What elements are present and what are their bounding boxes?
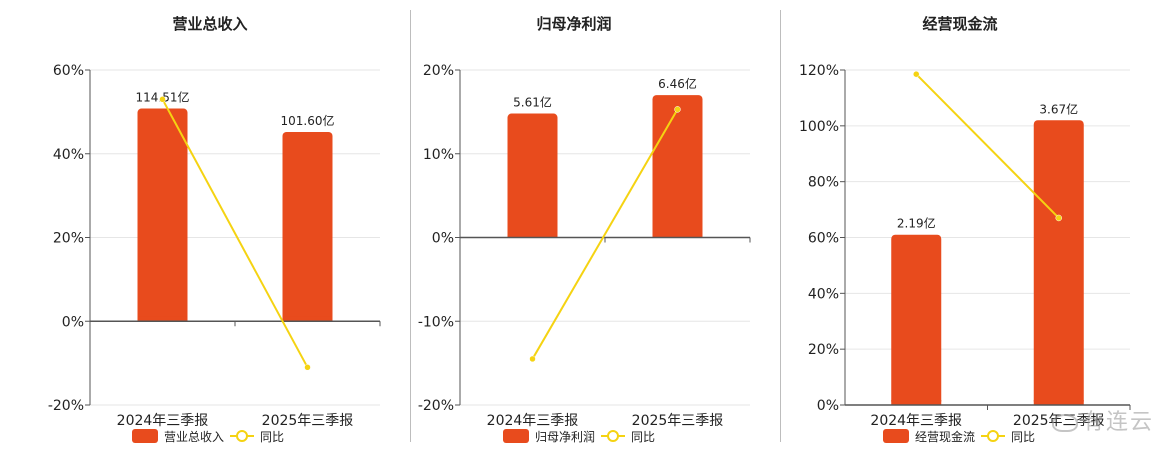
line-point	[913, 70, 920, 78]
panel-divider-1	[410, 10, 411, 442]
legend-line-marker	[607, 430, 619, 442]
legend-bar-swatch	[503, 429, 529, 443]
x-tick-label: 2024年三季报	[487, 413, 579, 429]
y-tick-label: 100%	[799, 119, 839, 135]
watermark-text: 有连云	[1081, 410, 1154, 435]
legend-line-marker	[987, 430, 999, 442]
watermark: 有连云	[1051, 404, 1154, 436]
bar-base	[891, 400, 942, 405]
legend-label: 同比	[260, 430, 284, 444]
line-series	[915, 73, 1060, 219]
watermark-logo-icon	[1051, 414, 1078, 432]
bar	[507, 113, 558, 238]
line-point	[674, 106, 681, 113]
legend-line-marker	[236, 430, 248, 442]
y-tick-label: 10%	[423, 147, 454, 163]
y-tick-label: -20%	[418, 398, 454, 414]
bar-data-label: 2.19亿	[897, 216, 936, 231]
line-point	[159, 96, 166, 103]
y-tick-label: 0%	[62, 314, 84, 330]
legend-label: 同比	[631, 430, 655, 444]
bar-base	[137, 316, 188, 322]
line-point	[1055, 214, 1062, 222]
bar-data-label: 6.46亿	[658, 76, 697, 91]
x-tick-label: 2024年三季报	[870, 413, 962, 429]
legend-label: 经营现金流	[915, 429, 975, 444]
panel-divider-2	[780, 10, 781, 442]
y-tick-label: -20%	[48, 398, 84, 414]
y-tick-label: -10%	[418, 314, 454, 330]
bar	[891, 234, 942, 405]
bar	[652, 95, 703, 238]
chart-title: 经营现金流	[922, 15, 997, 33]
y-tick-label: 80%	[808, 175, 839, 191]
y-tick-label: 60%	[808, 231, 839, 247]
legend-bar-swatch	[883, 429, 909, 443]
y-tick-label: 0%	[817, 398, 839, 414]
x-tick-label: 2024年三季报	[117, 413, 209, 429]
y-tick-label: 120%	[799, 63, 839, 79]
legend-bar-swatch	[132, 429, 158, 443]
legend-label: 归母净利润	[535, 430, 595, 444]
y-tick-label: 40%	[53, 147, 84, 163]
x-tick-label: 2025年三季报	[262, 413, 354, 429]
legend-label: 同比	[1011, 430, 1035, 444]
y-tick-label: 0%	[432, 231, 454, 247]
x-tick-label: 2025年三季报	[632, 413, 724, 429]
line-point	[304, 364, 311, 371]
bar-data-label: 3.67亿	[1039, 101, 1078, 116]
y-tick-label: 60%	[53, 63, 84, 79]
chart-title: 归母净利润	[536, 15, 611, 33]
bar-base	[652, 232, 703, 238]
bar-base	[507, 232, 558, 238]
legend-label: 营业总收入	[164, 430, 224, 444]
line-series	[531, 108, 679, 360]
bar-base	[1033, 400, 1084, 405]
chart-title: 营业总收入	[172, 15, 247, 33]
bar	[282, 131, 333, 322]
bar-data-label: 5.61亿	[513, 95, 552, 110]
y-tick-label: 20%	[53, 231, 84, 247]
bar-data-label: 101.60亿	[281, 113, 335, 128]
bar	[137, 108, 188, 322]
y-tick-label: 20%	[808, 342, 839, 358]
bar-base	[282, 316, 333, 322]
bar	[1033, 120, 1084, 405]
y-tick-label: 40%	[808, 286, 839, 302]
y-tick-label: 20%	[423, 63, 454, 79]
line-series	[161, 98, 309, 368]
line-point	[529, 355, 536, 363]
